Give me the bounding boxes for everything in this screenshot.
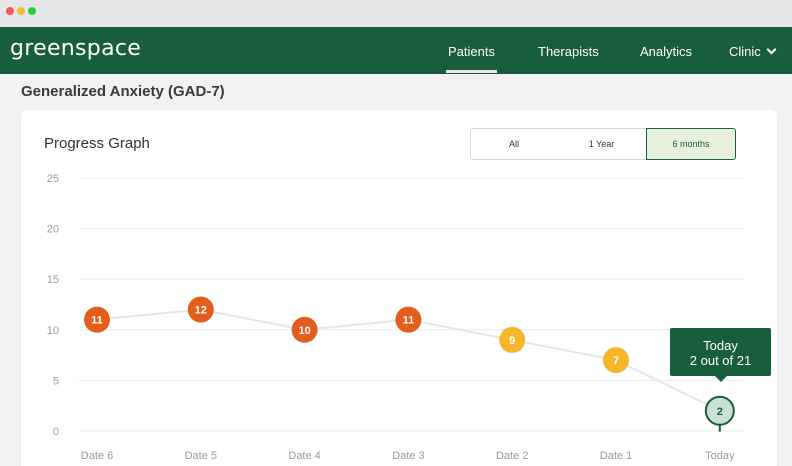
y-tick-label: 10 bbox=[47, 325, 59, 337]
data-point-label: 2 bbox=[717, 406, 723, 418]
data-point-marker bbox=[84, 306, 110, 333]
x-axis-ticks: Date 6 Date 5 Date 4 Date 3 Date 2 Date 1 Toda… bbox=[81, 450, 735, 462]
data-point-marker bbox=[291, 316, 318, 343]
y-tick-label: 15 bbox=[47, 274, 59, 286]
nav-item-clinic-label: Clinic bbox=[729, 44, 761, 59]
data-point-marker bbox=[603, 347, 629, 374]
tooltip-value: 2 out of 21 bbox=[689, 353, 752, 368]
x-tick-label: Today bbox=[705, 450, 735, 462]
card-title: Progress Graph bbox=[44, 135, 150, 152]
data-point[interactable]: 7 bbox=[603, 347, 629, 374]
data-point-label: 7 bbox=[613, 355, 619, 367]
nav-item-patients[interactable]: Patients bbox=[446, 44, 497, 73]
data-point-marker bbox=[704, 395, 735, 426]
filter-all-button[interactable]: All bbox=[470, 128, 558, 160]
nav-item-analytics[interactable]: Analytics bbox=[640, 44, 693, 59]
top-navbar: greenspace Patients Therapists Analytics… bbox=[0, 27, 792, 74]
x-tick-label: Date 3 bbox=[392, 450, 424, 462]
maximize-window-button[interactable] bbox=[28, 7, 36, 15]
data-point[interactable]: 9 bbox=[499, 326, 526, 353]
close-window-button[interactable] bbox=[6, 7, 14, 15]
y-tick-label: 20 bbox=[47, 224, 59, 236]
filter-6-months-button[interactable]: 6 months bbox=[646, 128, 736, 160]
x-tick-label: Date 5 bbox=[185, 450, 217, 462]
y-tick-label: 5 bbox=[53, 375, 59, 387]
nav-item-clinic[interactable]: Clinic bbox=[729, 44, 777, 59]
x-tick-label: Date 6 bbox=[81, 450, 113, 462]
y-axis-ticks: 0 5 10 15 20 25 bbox=[47, 173, 59, 438]
window-titlebar bbox=[0, 0, 792, 27]
data-point-marker bbox=[395, 306, 422, 333]
filter-1-year-button[interactable]: 1 Year bbox=[557, 128, 647, 160]
data-points: 11 12 10 11 9 7 2 bbox=[84, 296, 735, 432]
data-point-label: 11 bbox=[403, 315, 415, 327]
value-tooltip: Today 2 out of 21 bbox=[670, 328, 771, 382]
data-point[interactable]: 11 bbox=[84, 306, 110, 333]
y-tick-label: 25 bbox=[47, 173, 59, 185]
tooltip-title: Today bbox=[703, 338, 738, 353]
data-point[interactable]: 10 bbox=[291, 316, 318, 343]
page-title: Generalized Anxiety (GAD-7) bbox=[21, 83, 225, 100]
chart-grid bbox=[78, 177, 745, 432]
minimize-window-button[interactable] bbox=[17, 7, 25, 15]
brand-logo[interactable]: greenspace bbox=[10, 36, 142, 61]
data-point[interactable]: 12 bbox=[187, 296, 214, 323]
data-point[interactable]: 2 bbox=[704, 395, 735, 432]
data-point-label: 12 bbox=[195, 305, 207, 317]
x-tick-label: Date 4 bbox=[288, 450, 320, 462]
data-point-marker bbox=[499, 326, 526, 353]
data-point-label: 10 bbox=[298, 325, 310, 337]
data-point[interactable]: 11 bbox=[395, 306, 422, 333]
nav-item-therapists[interactable]: Therapists bbox=[538, 44, 599, 59]
x-tick-label: Date 1 bbox=[600, 450, 632, 462]
data-point-marker bbox=[187, 296, 214, 323]
data-point-label: 11 bbox=[91, 315, 103, 327]
progress-card bbox=[21, 110, 777, 466]
x-tick-label: Date 2 bbox=[496, 450, 528, 462]
y-tick-label: 0 bbox=[53, 426, 59, 438]
data-point-label: 9 bbox=[509, 335, 515, 347]
